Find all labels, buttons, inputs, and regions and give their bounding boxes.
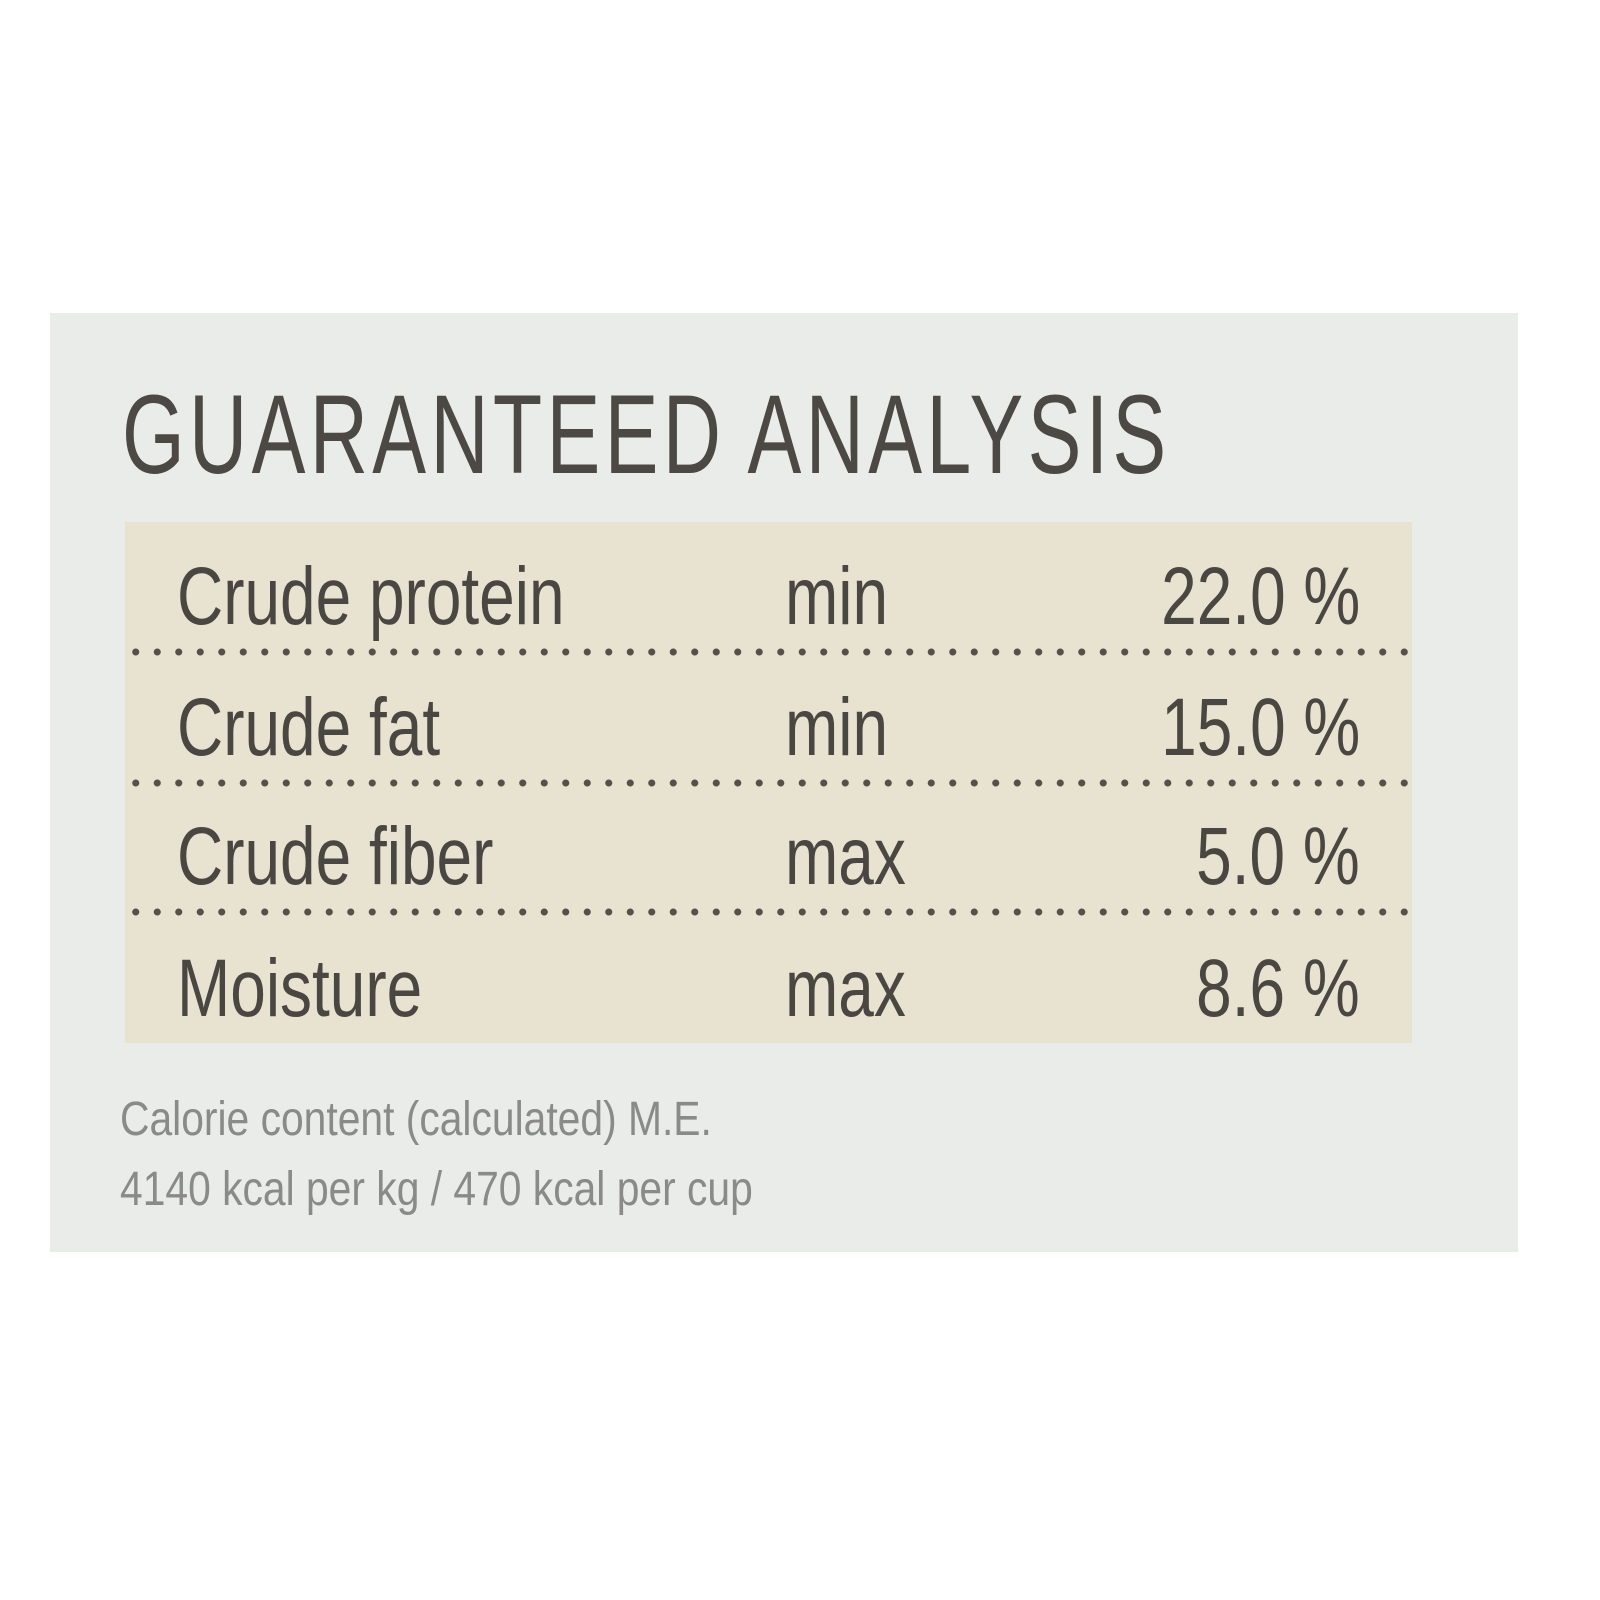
dotted-divider xyxy=(125,648,1412,656)
nutrient-qualifier: max xyxy=(785,943,906,1034)
nutrient-value: 15.0 % xyxy=(1160,682,1360,773)
table-row: Moisture max 8.6 % xyxy=(125,914,1412,1044)
table-row: Crude protein min 22.0 % xyxy=(125,522,1412,656)
nutrient-value: 5.0 % xyxy=(1196,811,1360,902)
nutrient-qualifier: min xyxy=(785,551,889,642)
label-title: GUARANTEED ANALYSIS xyxy=(122,372,1171,497)
nutrient-value: 8.6 % xyxy=(1196,943,1360,1034)
table-row: Crude fiber max 5.0 % xyxy=(125,782,1412,916)
nutrient-name: Crude protein xyxy=(177,551,565,642)
nutrient-qualifier: min xyxy=(785,682,889,773)
calorie-content-value: 4140 kcal per kg / 470 kcal per cup xyxy=(120,1163,753,1216)
nutrient-name: Crude fiber xyxy=(177,811,494,902)
nutrient-value: 22.0 % xyxy=(1160,551,1360,642)
dotted-divider xyxy=(125,779,1412,787)
nutrient-name: Crude fat xyxy=(177,682,441,773)
calorie-content-label: Calorie content (calculated) M.E. xyxy=(120,1093,712,1146)
nutrient-name: Moisture xyxy=(177,943,423,1034)
analysis-table: Crude protein min 22.0 % Crude fat min 1… xyxy=(125,522,1412,1043)
table-row: Crude fat min 15.0 % xyxy=(125,653,1412,787)
nutrient-qualifier: max xyxy=(785,811,906,902)
dotted-divider xyxy=(125,908,1412,916)
